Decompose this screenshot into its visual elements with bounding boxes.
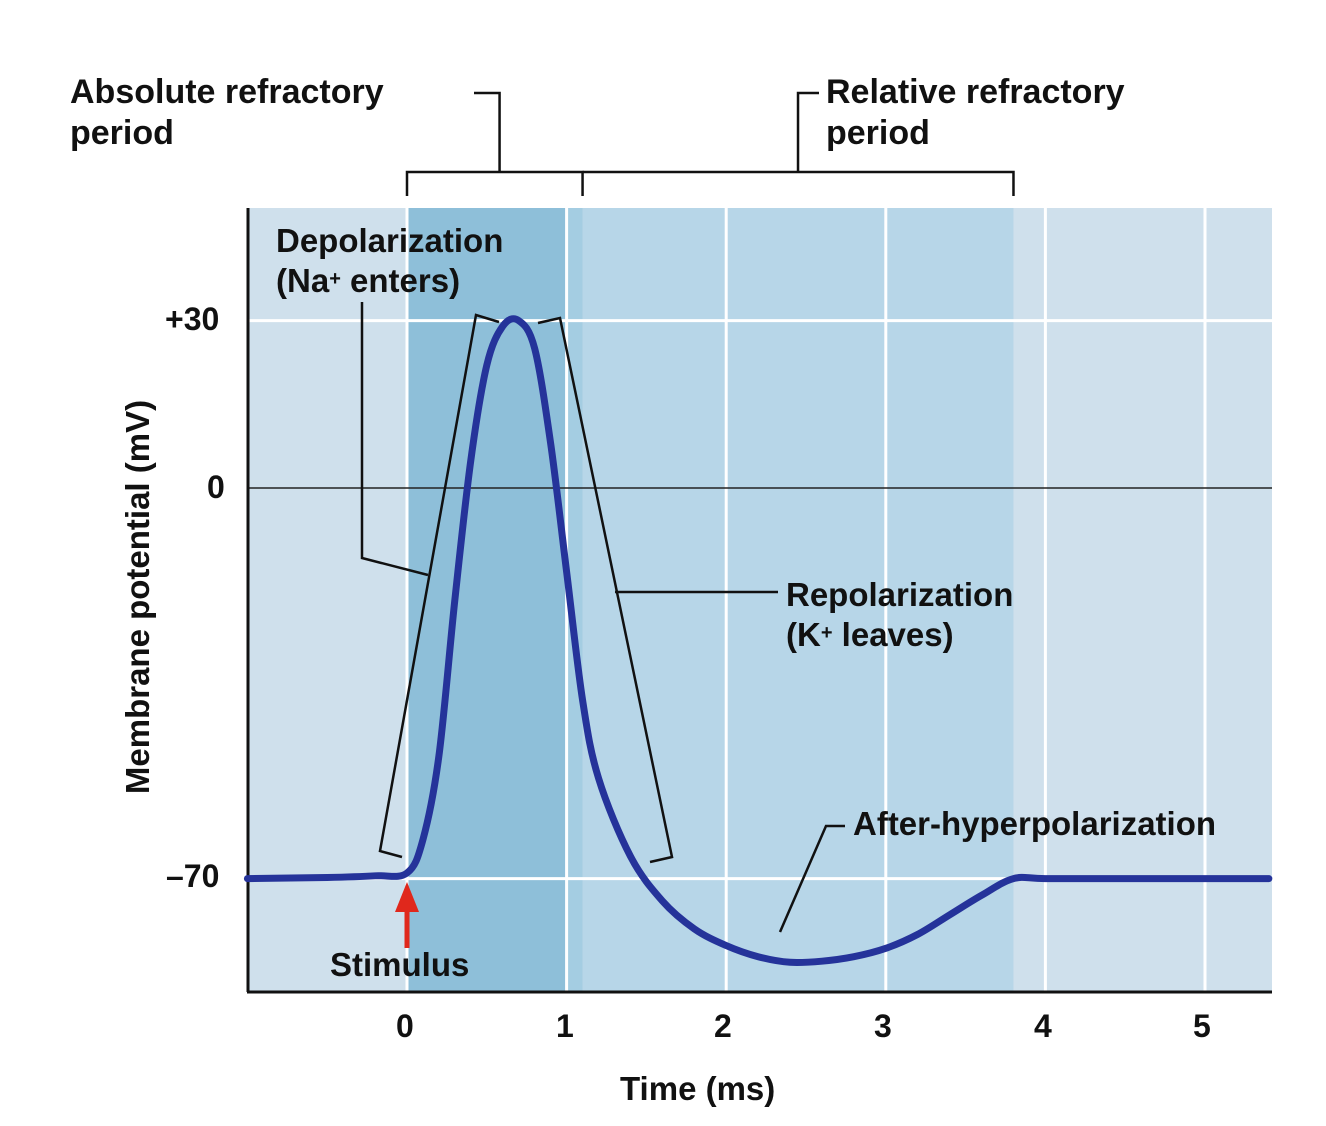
relative-refractory-leader — [796, 91, 819, 172]
stimulus-label: Stimulus — [330, 946, 470, 983]
stimulus-arrow-head — [395, 882, 419, 912]
x-tick-label: 1 — [556, 1008, 574, 1044]
relative-refractory-label: Relative refractory period — [826, 73, 1125, 152]
absolute-refractory-label: Absolute refractory period — [70, 73, 384, 152]
absolute-refractory-bracket — [405, 170, 584, 196]
depolarization-bracket — [378, 313, 500, 859]
membrane-potential-trace — [243, 315, 1273, 967]
repolarization-bracket — [537, 316, 674, 864]
y-tick-label: +30 — [165, 301, 220, 337]
gridlines — [248, 208, 1272, 992]
after-hyperpolarization-label: After-hyperpolarization — [853, 805, 1217, 842]
depolarization-label: Depolarization (Na+ enters) — [276, 222, 504, 299]
y-tick-label: 0 — [207, 469, 225, 505]
x-tick-label: 5 — [1193, 1008, 1211, 1044]
absolute-refractory-band — [407, 208, 567, 992]
y-axis-title: Membrane potential (mV) — [119, 399, 156, 795]
annotation-brackets — [360, 91, 1015, 933]
relative-refractory-bracket — [582, 170, 1015, 196]
x-tick-label: 2 — [714, 1008, 732, 1044]
stimulus-arrow — [395, 882, 419, 948]
absolute-refractory-leader — [474, 91, 501, 172]
x-tick-label: 3 — [874, 1008, 892, 1044]
x-tick-label: 4 — [1034, 1008, 1052, 1044]
repolarization-label: Repolarization (K+ leaves) — [786, 576, 1014, 653]
after-hyperpolarization-leader — [778, 824, 845, 933]
x-tick-label: 0 — [396, 1008, 414, 1044]
y-tick-label: –70 — [166, 858, 220, 894]
depolarization-leader — [360, 302, 429, 577]
x-axis-title: Time (ms) — [620, 1070, 776, 1107]
